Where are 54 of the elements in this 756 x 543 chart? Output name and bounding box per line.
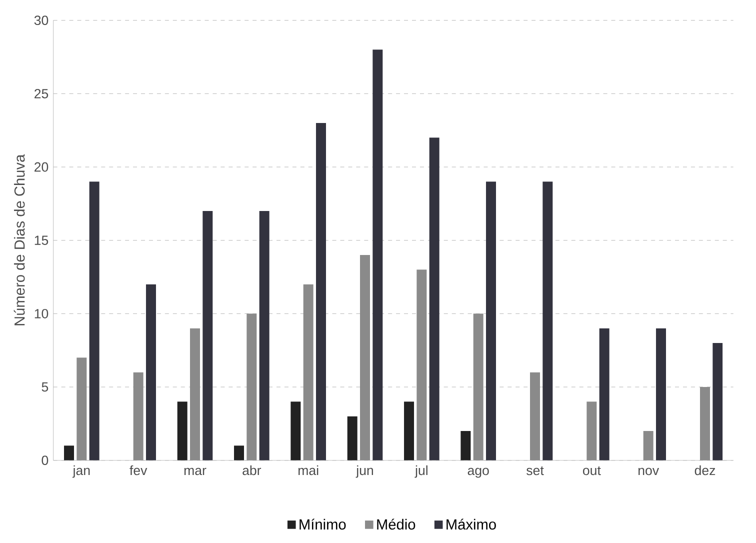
bar [712,343,723,460]
x-tick-label: jul [414,465,428,478]
bar [76,358,87,460]
bar [202,211,213,460]
x-tick-label: nov [638,468,660,476]
x-tick-label: mai [298,465,318,476]
x-tick-label: abr [242,465,262,476]
bar [486,182,496,460]
bar [599,328,610,460]
bar [316,123,326,460]
x-tick-label: mar [184,468,206,476]
bar [259,211,270,460]
y-tick-label: 10 [34,308,48,318]
bar [347,416,358,460]
y-tick-label: 15 [34,236,48,245]
y-tick-label: 25 [34,88,48,98]
bar [177,402,188,460]
x-tick-label: dez [694,465,716,476]
bar [246,314,257,460]
bar [542,182,553,460]
bar [133,372,144,460]
bar [190,328,200,460]
legend-label: Mínimo [300,518,346,530]
bar [360,255,370,460]
bar [234,446,244,460]
x-tick-label: fev [130,465,148,476]
bar [303,284,314,460]
bar [146,284,156,460]
bar [656,328,666,460]
bar [416,270,427,460]
x-tick-label: out [583,466,601,476]
bar [404,402,414,460]
x-tick-label: set [526,466,544,476]
legend-label: Máximo [446,518,496,530]
bar [473,314,484,460]
bar [429,138,440,460]
y-tick-label: 20 [34,162,48,172]
x-tick-label: ago [468,468,489,478]
bar [372,50,383,460]
x-tick-label: jun [356,465,373,478]
bar [530,372,540,460]
bar [643,431,654,460]
bar [89,182,100,460]
bar [586,402,597,460]
y-tick-label: 30 [34,16,48,26]
y-tick-label: 0 [42,456,48,466]
legend-label: Médio [377,518,416,530]
bar [700,387,710,460]
x-tick-label: jan [72,465,90,478]
bar [290,402,301,460]
y-axis-title: Número de Dias de Chuva [14,154,25,326]
bar [460,431,471,460]
bar [64,446,74,460]
y-tick-label: 5 [42,382,48,392]
